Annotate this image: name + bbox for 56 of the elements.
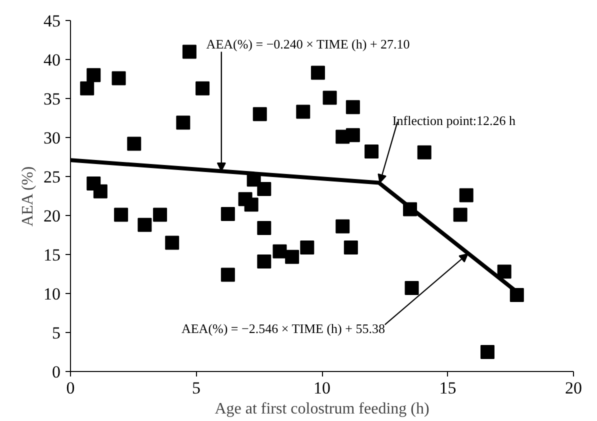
point — [344, 240, 358, 254]
y-tick-label: 40 — [44, 50, 60, 70]
y-tick-label: 5 — [52, 324, 60, 342]
y-axis-title: AEA (%) — [20, 166, 36, 226]
point — [153, 208, 168, 222]
point — [257, 220, 272, 235]
point — [364, 144, 379, 159]
point — [165, 236, 180, 250]
x-tick-label: 10 — [314, 378, 330, 398]
y-tick-label: 30 — [44, 128, 60, 148]
point — [252, 107, 267, 122]
x-tick-label: 20 — [565, 378, 582, 398]
x-tick-label: 15 — [439, 378, 456, 398]
point — [300, 240, 314, 254]
point — [417, 145, 432, 160]
y-tick-label: 10 — [44, 284, 60, 304]
point — [220, 268, 235, 282]
point — [93, 184, 108, 198]
point — [86, 68, 101, 82]
annotation: AEA(%) = −2.546 × TIME (h) + 55.38 — [181, 321, 385, 336]
point — [336, 219, 350, 234]
point — [480, 345, 494, 359]
point — [257, 182, 272, 196]
point — [176, 116, 190, 130]
point — [296, 104, 310, 119]
x-tick-label: 5 — [192, 378, 200, 398]
point — [182, 44, 196, 59]
point — [257, 254, 272, 269]
point — [114, 208, 128, 222]
point — [285, 250, 300, 264]
point — [127, 136, 142, 151]
point — [346, 100, 360, 114]
point — [272, 244, 287, 258]
x-axis-title: Age at first colostrum feeding (h) — [214, 400, 430, 418]
y-tick-label: 25 — [44, 168, 60, 186]
point — [80, 81, 94, 96]
point — [497, 264, 512, 279]
annotation: AEA(%) = −0.240 × TIME (h) + 27.10 — [206, 36, 410, 52]
point — [220, 206, 235, 221]
y-tick-label: 15 — [44, 246, 60, 264]
point — [322, 90, 337, 105]
x-tick-label: 0 — [66, 378, 75, 398]
point — [453, 208, 468, 222]
y-tick-label: 45 — [44, 12, 60, 30]
point — [138, 218, 152, 232]
y-tick-label: 20 — [44, 206, 60, 226]
point — [196, 81, 210, 96]
point — [459, 188, 474, 202]
point — [404, 281, 419, 296]
point — [346, 128, 360, 142]
annotation: Inflection point:12.26 h — [392, 112, 516, 128]
y-tick-label: 35 — [44, 90, 60, 108]
point — [310, 66, 325, 80]
point — [244, 198, 258, 212]
y-tick-label: 0 — [52, 362, 60, 382]
point — [112, 71, 126, 86]
